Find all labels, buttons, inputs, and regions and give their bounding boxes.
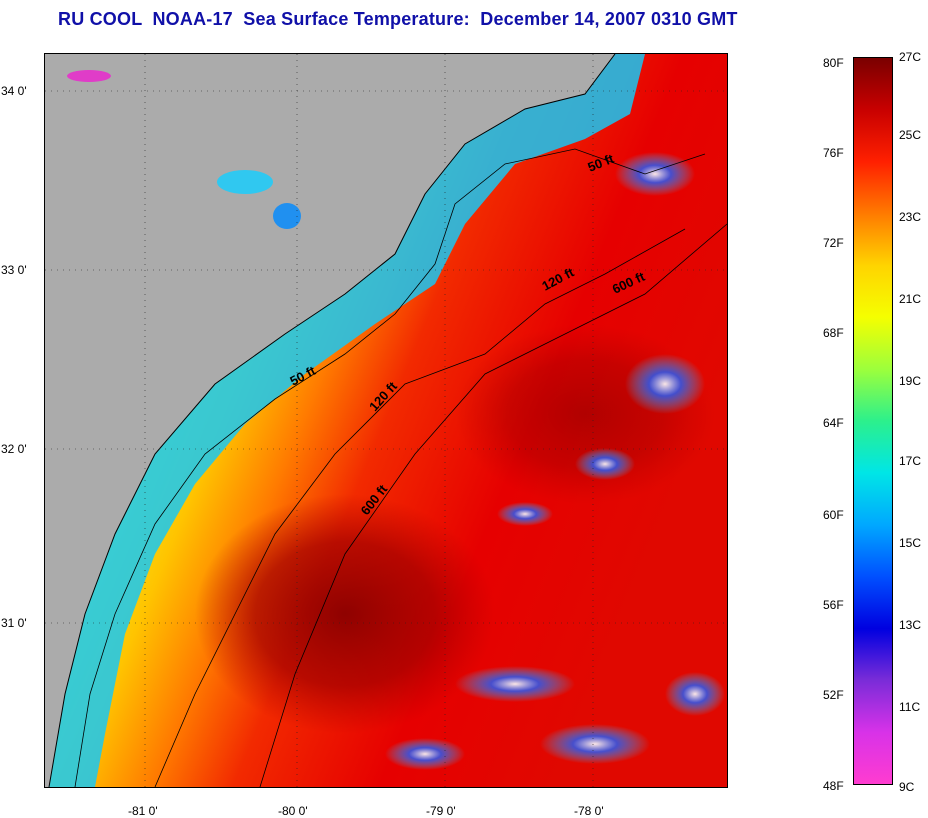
colorbar-c-label: 27C: [899, 50, 922, 64]
colorbar-f-label: 48F: [823, 779, 844, 793]
sst-map: 50 ft 50 ft 120 ft 120 ft 600 ft 600 ft: [44, 53, 728, 788]
cloud-patch: [625, 354, 705, 414]
colorbar-f-label: 72F: [823, 236, 844, 250]
temperature-colorbar: [853, 57, 893, 785]
colorbar-f-label: 80F: [823, 56, 844, 70]
lat-label-32: 32 0': [1, 442, 27, 456]
coastal-cool-band: [49, 54, 645, 787]
colorbar-c-label: 25C: [899, 128, 922, 142]
contour-600ft: [259, 223, 727, 787]
colorbar-c-label: 9C: [899, 780, 915, 794]
colorbar-c-label: 23C: [899, 210, 922, 224]
colorbar-c-label: 13C: [899, 618, 922, 632]
colorbar-c-label: 19C: [899, 374, 922, 388]
map-title: RU COOL NOAA-17 Sea Surface Temperature:…: [58, 9, 738, 29]
lat-label-34: 34 0': [1, 84, 27, 98]
lon-label-79: -79 0': [426, 804, 456, 818]
lat-label-33: 33 0': [1, 263, 27, 277]
colorbar-f-label: 68F: [823, 326, 844, 340]
warm-core: [195, 494, 495, 734]
colorbar-f-label: 60F: [823, 508, 844, 522]
lat-label-31: 31 0': [1, 616, 27, 630]
colorbar-f-label: 56F: [823, 598, 844, 612]
colorbar-c-label: 21C: [899, 292, 922, 306]
contour-50ft: [74, 148, 706, 787]
colorbar-c-label: 15C: [899, 536, 922, 550]
lon-label-80: -80 0': [278, 804, 308, 818]
coastline: [48, 54, 616, 787]
colorbar-f-label: 52F: [823, 688, 844, 702]
colorbar-f-label: 76F: [823, 146, 844, 160]
colorbar-f-label: 64F: [823, 416, 844, 430]
graticule: [45, 54, 727, 787]
lon-label-78: -78 0': [574, 804, 604, 818]
colorbar-c-label: 11C: [899, 700, 921, 714]
contour-120ft: [154, 228, 686, 787]
colorbar-c-label: 17C: [899, 454, 922, 468]
lon-label-81: -81 0': [128, 804, 158, 818]
